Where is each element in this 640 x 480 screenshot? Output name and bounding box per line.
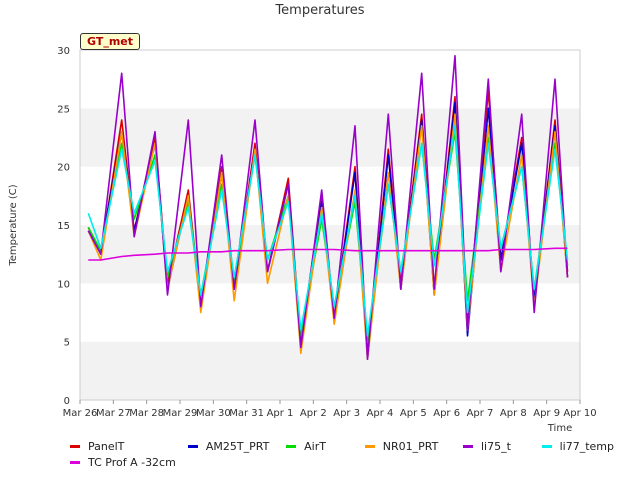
y-tick-label: 20	[57, 163, 70, 174]
legend: PanelT AM25T_PRT AirT NR01_PRT li75_t li77_te…	[70, 438, 630, 470]
y-axis-ticks: 0 5 10 15 20 25 30	[57, 46, 70, 407]
legend-label: AM25T_PRT	[205, 439, 270, 453]
legend-swatch	[541, 444, 552, 448]
y-tick-label: 10	[57, 279, 70, 290]
legend-swatch	[462, 444, 473, 448]
x-tick-label: Apr 4	[367, 408, 394, 419]
x-tick-label: Mar 26	[63, 408, 98, 419]
legend-item: PanelT	[70, 440, 188, 453]
legend-item: TC Prof A -32cm	[70, 456, 190, 469]
chart-title: Temperatures	[274, 3, 364, 18]
legend-label: TC Prof A -32cm	[88, 455, 176, 469]
y-tick-label: 30	[57, 46, 70, 57]
legend-row: TC Prof A -32cm	[70, 454, 630, 470]
x-tick-label: Mar 31	[229, 408, 264, 419]
y-tick-label: 5	[64, 338, 70, 349]
x-tick-label: Mar 29	[163, 408, 198, 419]
legend-swatch	[70, 460, 80, 464]
legend-swatch	[187, 444, 198, 448]
y-tick-label: 25	[57, 104, 70, 115]
legend-label: NR01_PRT	[382, 439, 439, 453]
legend-swatch	[364, 444, 375, 448]
x-tick-label: Apr 5	[400, 408, 427, 419]
x-axis-label: Time	[547, 423, 572, 434]
x-tick-label: Apr 9	[533, 408, 560, 419]
x-tick-label: Apr 8	[500, 408, 527, 419]
legend-item: li75_t	[462, 439, 542, 453]
y-tick-label: 15	[57, 221, 70, 232]
grid-band	[80, 283, 580, 342]
y-axis-label: Temperature (C)	[8, 184, 19, 266]
grid-band	[80, 108, 580, 167]
legend-item: NR01_PRT	[364, 439, 463, 453]
series-line-tc-prof-a-32cm	[88, 247, 568, 261]
grid-band	[80, 166, 580, 225]
x-tick-label: Apr 1	[267, 408, 294, 419]
legend-label: li77_temp	[559, 439, 614, 453]
legend-row: PanelT AM25T_PRT AirT NR01_PRT li75_t li77_te…	[70, 438, 630, 454]
x-tick-label: Mar 27	[96, 408, 131, 419]
plot-area	[79, 49, 581, 401]
grid-bands	[80, 50, 580, 400]
legend-swatch	[286, 444, 297, 448]
legend-item: AM25T_PRT	[187, 439, 286, 453]
legend-swatch	[70, 444, 80, 448]
x-tick-label: Apr 6	[433, 408, 460, 419]
x-tick-label: Mar 28	[129, 408, 164, 419]
grid-band	[80, 50, 580, 109]
grid-band	[80, 341, 580, 400]
x-tick-label: Apr 7	[467, 408, 494, 419]
station-badge: GT_met	[80, 33, 141, 50]
legend-label: li75_t	[480, 439, 511, 453]
legend-label: PanelT	[88, 439, 125, 453]
x-tick-label: Mar 30	[196, 408, 231, 419]
x-tick-label: Apr 10	[563, 408, 596, 419]
legend-label: AirT	[304, 439, 326, 453]
x-tick-label: Apr 2	[300, 408, 327, 419]
legend-item: AirT	[286, 440, 365, 453]
x-tick-label: Apr 3	[333, 408, 360, 419]
series-lines	[87, 54, 569, 361]
y-tick-label: 0	[64, 396, 70, 407]
legend-item: li77_temp	[541, 439, 630, 453]
